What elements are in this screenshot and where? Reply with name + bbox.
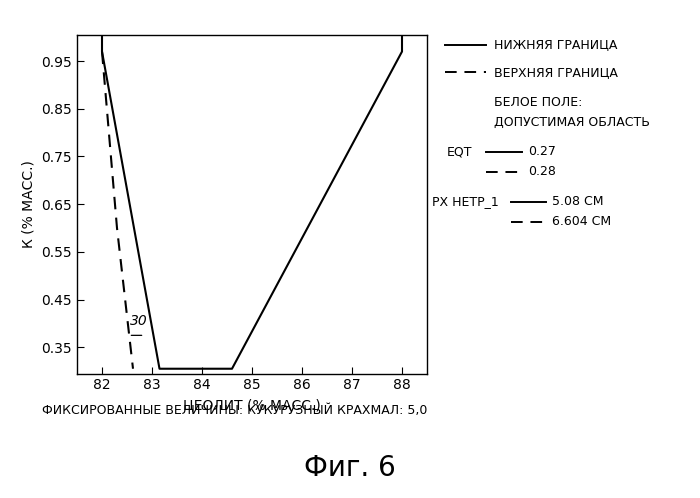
Text: 0.28: 0.28 <box>528 165 556 178</box>
Text: 30: 30 <box>130 314 147 328</box>
X-axis label: ЦЕОЛИТ (% МАСС.): ЦЕОЛИТ (% МАСС.) <box>183 398 321 412</box>
Text: 6.604 СМ: 6.604 СМ <box>552 215 610 228</box>
Y-axis label: К (% МАСС.): К (% МАСС.) <box>22 160 36 248</box>
Text: 5.08 СМ: 5.08 СМ <box>552 195 603 208</box>
Text: Фиг. 6: Фиг. 6 <box>304 454 396 482</box>
Text: ВЕРХНЯЯ ГРАНИЦА: ВЕРХНЯЯ ГРАНИЦА <box>494 66 617 79</box>
Text: EQT: EQT <box>447 145 472 158</box>
Text: НИЖНЯЯ ГРАНИЦА: НИЖНЯЯ ГРАНИЦА <box>494 38 617 51</box>
Text: ДОПУСТИМАЯ ОБЛАСТЬ: ДОПУСТИМАЯ ОБЛАСТЬ <box>494 116 650 128</box>
Text: 0.27: 0.27 <box>528 145 556 158</box>
Text: ФИКСИРОВАННЫЕ ВЕЛИЧИНЫ: КУКУРУЗНЫЙ КРАХМАЛ: 5,0: ФИКСИРОВАННЫЕ ВЕЛИЧИНЫ: КУКУРУЗНЫЙ КРАХМ… <box>42 404 428 417</box>
Text: БЕЛОЕ ПОЛЕ:: БЕЛОЕ ПОЛЕ: <box>494 96 582 109</box>
Text: PX НЕТР_1: PX НЕТР_1 <box>432 195 498 208</box>
